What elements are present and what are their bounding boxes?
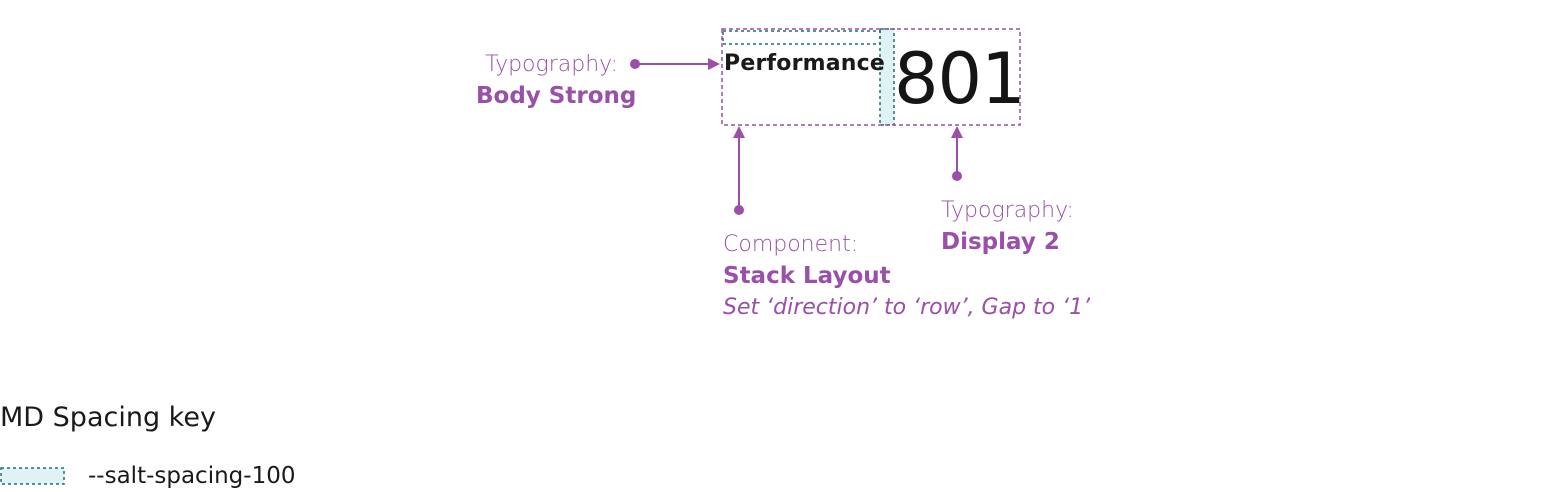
typography-label-arrow [630, 58, 720, 70]
label-spacing-outline [722, 30, 881, 45]
annotation-heading: Typography: [485, 52, 618, 77]
annotation-value: Display 2 [941, 229, 1060, 255]
spacing-key-token: --salt-spacing-100 [88, 463, 296, 489]
component-arrow [733, 126, 745, 215]
example-label: Performance [724, 51, 886, 76]
typography-value-arrow [951, 126, 963, 181]
spacing-key-title: MD Spacing key [0, 402, 216, 433]
typography-label-annotation: Typography: Body Strong [476, 52, 637, 109]
example-value: 801 [894, 38, 1026, 120]
annotation-note: Set ‘direction’ to ‘row’, Gap to ‘1’ [723, 295, 1091, 320]
annotation-value: Stack Layout [723, 263, 891, 289]
component-annotation: Component: Stack Layout Set ‘direction’ … [723, 234, 1090, 319]
annotation-heading: Component: [723, 232, 859, 257]
stack-layout-outline [721, 28, 1021, 126]
spacing-key-swatch [0, 467, 65, 485]
annotation-value: Body Strong [476, 83, 637, 109]
annotation-heading: Typography: [941, 198, 1074, 223]
gap-highlight [879, 28, 895, 126]
typography-value-annotation: Typography: Display 2 [941, 200, 1074, 254]
